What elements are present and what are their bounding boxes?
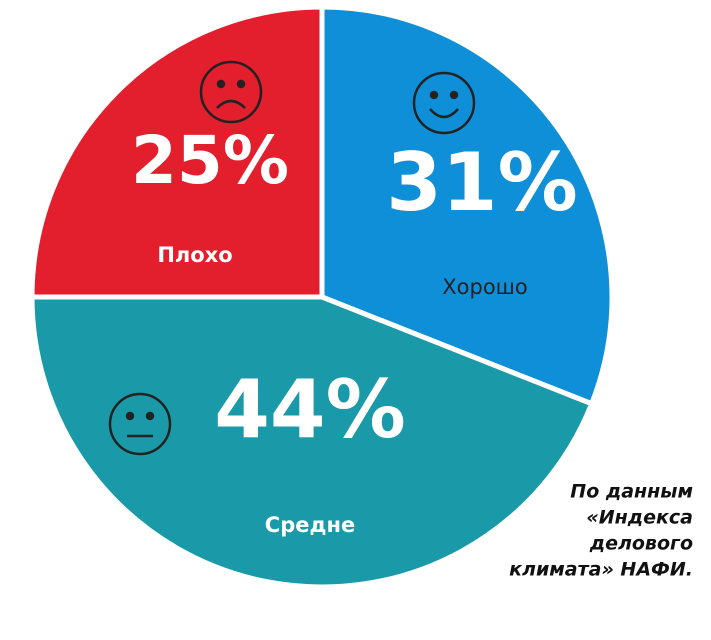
- category-label: Средне: [265, 513, 355, 537]
- source-note: климата» НАФИ.: [509, 559, 693, 581]
- source-note: «Индекса: [586, 507, 693, 529]
- happy-face: [412, 71, 476, 135]
- source-note: делового: [589, 533, 693, 555]
- value-label: 25%: [131, 122, 289, 199]
- pie-slice: [29, 4, 325, 300]
- category-label: Хорошо: [442, 275, 527, 299]
- value-label: 31%: [386, 136, 577, 229]
- pie-slice: [29, 294, 595, 590]
- neutral-face: [108, 392, 172, 456]
- pie-slice: [319, 4, 615, 407]
- value-label: 44%: [214, 363, 405, 456]
- sad-face: [199, 60, 263, 124]
- source-note: По данным: [570, 481, 693, 503]
- category-label: Плохо: [157, 243, 232, 267]
